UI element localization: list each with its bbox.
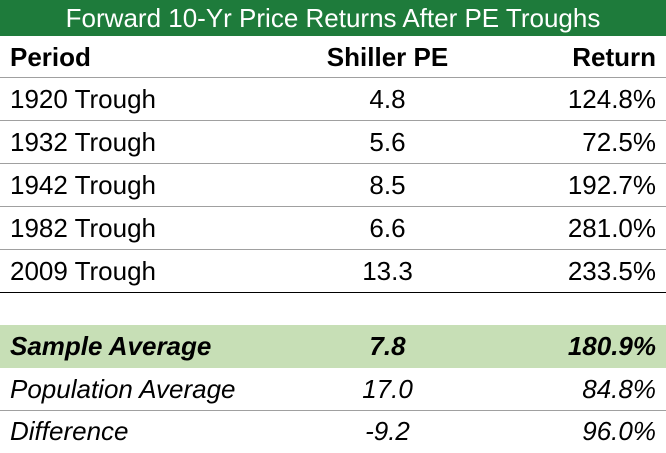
divider bbox=[0, 163, 666, 164]
shiller-pe-cell: 13.3 bbox=[362, 256, 413, 286]
column-header-return: Return bbox=[572, 42, 656, 72]
shiller-pe-cell: -9.2 bbox=[365, 416, 410, 446]
shiller-pe-cell: 6.6 bbox=[369, 213, 406, 243]
shiller-pe-cell: 7.8 bbox=[369, 331, 406, 361]
period-cell: Difference bbox=[10, 416, 129, 446]
return-cell: 281.0% bbox=[567, 213, 656, 243]
divider bbox=[0, 206, 666, 207]
divider bbox=[0, 249, 666, 250]
divider bbox=[0, 120, 666, 121]
shiller-pe-cell: 5.6 bbox=[369, 127, 406, 157]
table-row: 1942 Trough 8.5 192.7% bbox=[0, 164, 666, 207]
period-cell: 2009 Trough bbox=[10, 256, 157, 286]
divider bbox=[0, 292, 666, 293]
sample-average-row: Sample Average 7.8 180.9% bbox=[0, 325, 666, 368]
period-cell: 1942 Trough bbox=[10, 170, 157, 200]
column-header-period: Period bbox=[10, 42, 91, 72]
table-row: 1932 Trough 5.6 72.5% bbox=[0, 121, 666, 164]
table-row: 1920 Trough 4.8 124.8% bbox=[0, 78, 666, 121]
period-cell: 1982 Trough bbox=[10, 213, 157, 243]
period-cell: Population Average bbox=[10, 374, 236, 404]
table-row: 1982 Trough 6.6 281.0% bbox=[0, 207, 666, 250]
return-cell: 192.7% bbox=[567, 170, 656, 200]
period-cell: Sample Average bbox=[10, 331, 212, 361]
table-row: 2009 Trough 13.3 233.5% bbox=[0, 250, 666, 293]
return-cell: 233.5% bbox=[567, 256, 656, 286]
return-cell: 124.8% bbox=[567, 84, 656, 114]
period-cell: 1920 Trough bbox=[10, 84, 157, 114]
difference-row: Difference -9.2 96.0% bbox=[0, 410, 666, 453]
return-cell: 180.9% bbox=[567, 331, 656, 361]
divider bbox=[0, 410, 666, 411]
return-cell: 72.5% bbox=[582, 127, 656, 157]
population-average-row: Population Average 17.0 84.8% bbox=[0, 368, 666, 411]
shiller-pe-cell: 4.8 bbox=[369, 84, 406, 114]
shiller-pe-cell: 8.5 bbox=[369, 170, 406, 200]
return-cell: 84.8% bbox=[582, 374, 656, 404]
return-cell: 96.0% bbox=[582, 416, 656, 446]
header-row: Period Shiller PE Return bbox=[0, 36, 666, 79]
divider bbox=[0, 77, 666, 78]
table-title: Forward 10-Yr Price Returns After PE Tro… bbox=[0, 0, 666, 36]
period-cell: 1932 Trough bbox=[10, 127, 157, 157]
column-header-shiller-pe: Shiller PE bbox=[326, 42, 449, 72]
shiller-pe-cell: 17.0 bbox=[362, 374, 413, 404]
